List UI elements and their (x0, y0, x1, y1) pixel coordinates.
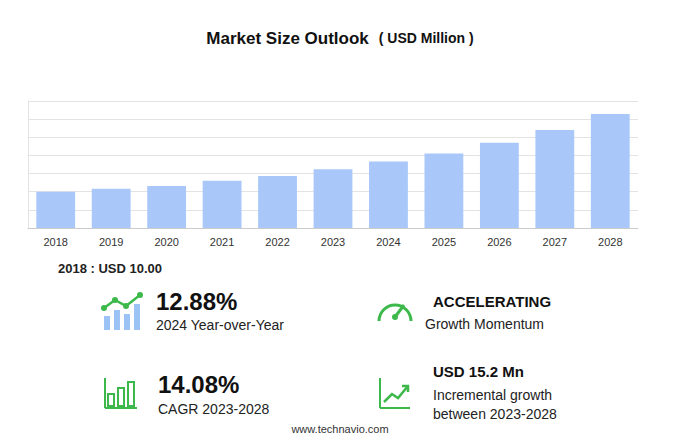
svg-text:2022: 2022 (265, 236, 289, 248)
svg-text:2024: 2024 (376, 236, 400, 248)
html-text:Growth Momentum: Growth Momentum (425, 316, 544, 332)
svg-text:2028: 2028 (598, 236, 622, 248)
svg-text:2023: 2023 (321, 236, 345, 248)
html-text:12.88%: 12.88% (156, 288, 238, 315)
svg-text:Market Size Outlook: Market Size Outlook (206, 29, 369, 48)
html-text:2018 : USD 10.00: 2018 : USD 10.00 (58, 261, 163, 276)
svg-text:2026: 2026 (487, 236, 511, 248)
html-text:CAGR 2023-2028: CAGR 2023-2028 (158, 401, 270, 417)
html-text:ACCELERATING: ACCELERATING (433, 293, 552, 310)
svg-text:2021: 2021 (210, 236, 234, 248)
svg-text:2020: 2020 (154, 236, 178, 248)
svg-text:2025: 2025 (432, 236, 456, 248)
html-text:Incremental growth between 202: Incremental growth between 2023-2028 (433, 387, 557, 422)
html-text:14.08%: 14.08% (158, 371, 240, 398)
svg-text:2019: 2019 (99, 236, 123, 248)
svg-text:( USD Million ): ( USD Million ) (379, 30, 474, 46)
html-text:www.technavio.com: www.technavio.com (291, 423, 389, 435)
svg-text:2018: 2018 (43, 236, 67, 248)
html-text:USD 15.2 Mn: USD 15.2 Mn (433, 363, 524, 380)
html-text:2024 Year-over-Year: 2024 Year-over-Year (156, 317, 284, 333)
svg-text:2027: 2027 (543, 236, 567, 248)
